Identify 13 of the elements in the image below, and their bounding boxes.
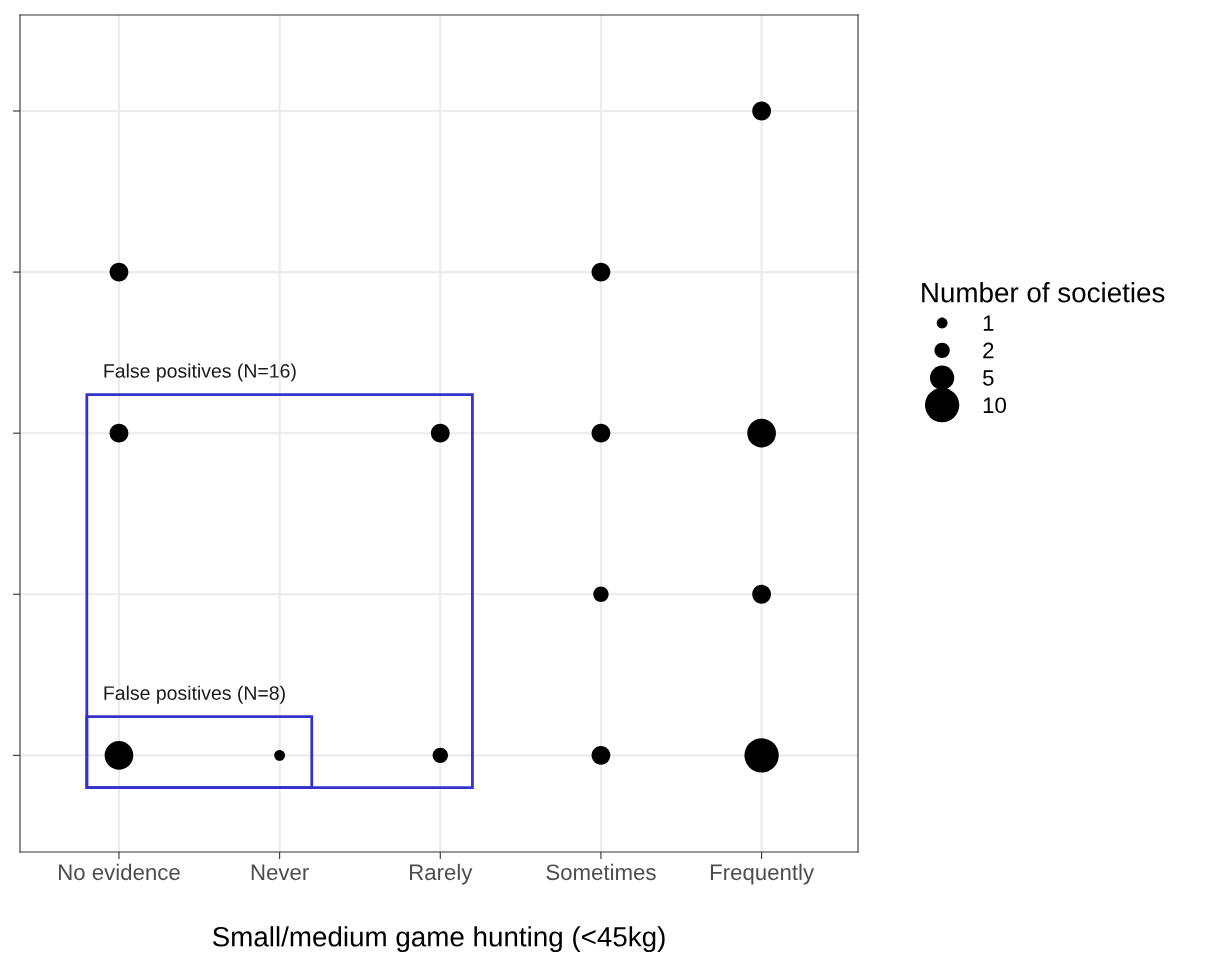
x-axis-title: Small/medium game hunting (<45kg) <box>212 926 665 953</box>
x-tick-label: Sometimes <box>546 863 656 881</box>
legend-title: Number of societies <box>922 282 1165 303</box>
legend-label: 1 <box>983 315 994 331</box>
legend-label: 10 <box>983 397 1006 414</box>
x-tick-label: Never <box>251 864 309 881</box>
x-tick-label: Frequently <box>710 863 815 885</box>
annotation: False positives (N=8) <box>104 685 285 704</box>
legend-label: 5 <box>983 370 994 386</box>
x-tick-label: Rarely <box>410 863 473 885</box>
annotation: False positives (N=16) <box>104 363 296 382</box>
x-tick-label: No evidence <box>59 863 180 881</box>
legend-label: 2 <box>983 342 994 359</box>
